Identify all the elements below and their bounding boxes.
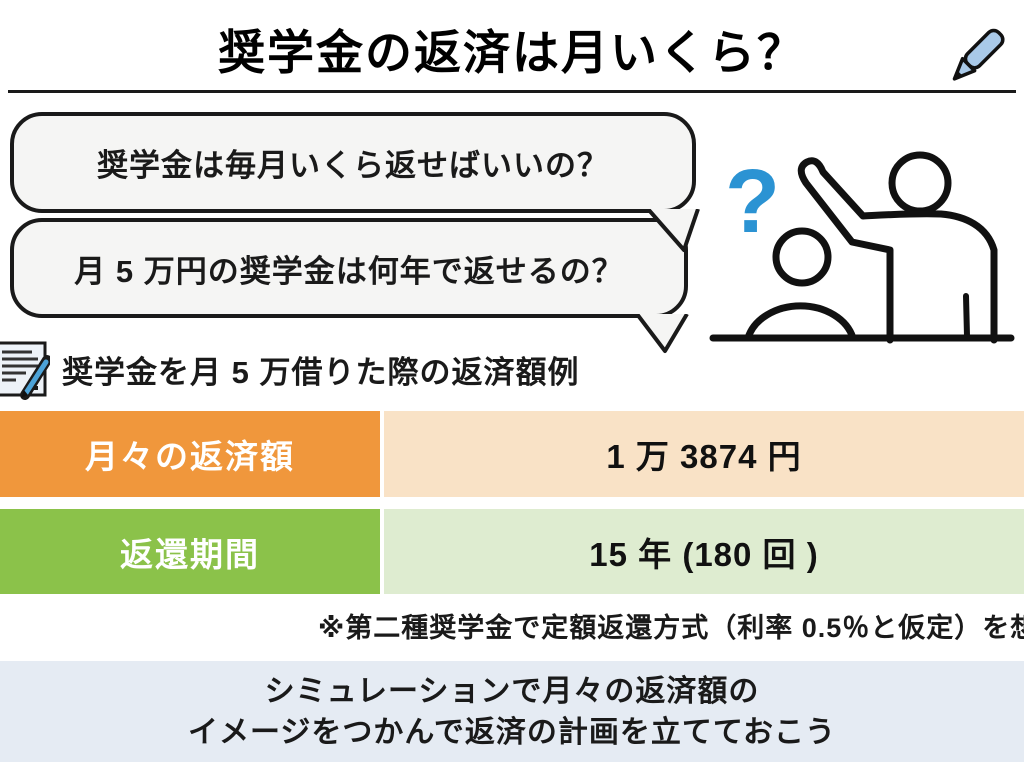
sitting-person-head — [772, 227, 832, 287]
standing-person-body — [797, 157, 998, 344]
speech-bubble-1-text: 奨学金は毎月いくら返せばいいの？ — [97, 148, 609, 183]
cell-separator — [380, 411, 384, 497]
example-heading: 奨学金を月 5 万借りた際の返済額例 — [62, 354, 580, 390]
assumption-note: ※第二種奨学金で定額返還方式（利率 0.5％と仮定）を想定 — [318, 613, 1024, 643]
footer-line-1: シミュレーションで月々の返済額の — [264, 674, 760, 708]
footer-line-2: イメージをつかんで返済の計画を立てておこう — [188, 715, 836, 749]
standing-person-head — [888, 151, 952, 215]
row-label: 返還期間 — [0, 509, 380, 594]
title-underline — [8, 90, 1016, 93]
page-title: 奨学金の返済は月いくら？ — [218, 26, 806, 79]
cell-separator — [380, 509, 384, 594]
standing-person-arm — [963, 293, 970, 339]
speech-bubble-2: 月 5 万円の奨学金は何年で返せるの？ — [10, 218, 688, 318]
question-people-illustration: ? — [709, 151, 1015, 344]
memo-pencil-icon — [0, 341, 50, 400]
footer-banner: シミュレーションで月々の返済額の イメージをつかんで返済の計画を立てておこう — [0, 661, 1024, 762]
question-mark-icon: ? — [725, 152, 780, 252]
speech-bubble-2-text: 月 5 万円の奨学金は何年で返せるの？ — [74, 253, 624, 289]
sitting-person-shoulders — [744, 302, 857, 342]
speech-bubble-2-tail — [635, 314, 689, 353]
table-row-monthly-payment: 月々の返済額 1 万 3874 円 — [0, 411, 1024, 497]
speech-bubble-1-tail — [646, 209, 700, 252]
row-label: 月々の返済額 — [0, 411, 380, 497]
example-heading-row: 奨学金を月 5 万借りた際の返済額例 — [0, 338, 579, 400]
row-value: 15 年 (180 回 ) — [384, 509, 1024, 594]
table-row-repayment-period: 返還期間 15 年 (180 回 ) — [0, 509, 1024, 594]
row-value: 1 万 3874 円 — [384, 411, 1024, 497]
pencil-icon — [952, 28, 1005, 81]
speech-bubble-1: 奨学金は毎月いくら返せばいいの？ — [10, 112, 696, 213]
